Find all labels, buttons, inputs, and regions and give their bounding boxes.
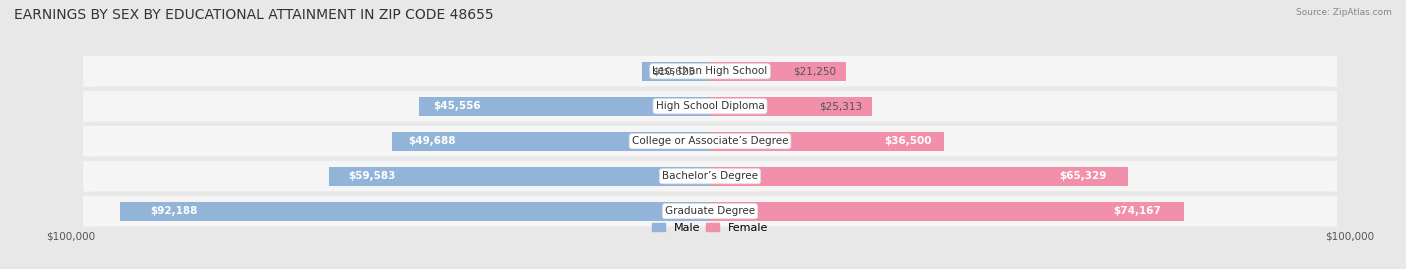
FancyBboxPatch shape (96, 126, 1324, 156)
Text: $45,556: $45,556 (433, 101, 481, 111)
Bar (121, 201, 710, 221)
Bar (710, 201, 1184, 221)
Text: Graduate Degree: Graduate Degree (665, 206, 755, 216)
Text: $10,625: $10,625 (651, 66, 695, 76)
Legend: Male, Female: Male, Female (647, 218, 773, 237)
Bar (710, 97, 872, 116)
Text: College or Associate’s Degree: College or Associate’s Degree (631, 136, 789, 146)
Text: $65,329: $65,329 (1060, 171, 1107, 181)
Text: $36,500: $36,500 (884, 136, 932, 146)
Bar (710, 167, 1128, 186)
Text: Bachelor’s Degree: Bachelor’s Degree (662, 171, 758, 181)
Bar (710, 132, 943, 151)
Text: $21,250: $21,250 (793, 66, 837, 76)
Text: Source: ZipAtlas.com: Source: ZipAtlas.com (1296, 8, 1392, 17)
Bar (419, 97, 710, 116)
Text: $25,313: $25,313 (820, 101, 862, 111)
FancyBboxPatch shape (83, 126, 1337, 157)
FancyBboxPatch shape (83, 161, 1337, 192)
FancyBboxPatch shape (96, 196, 1324, 226)
FancyBboxPatch shape (83, 56, 1337, 87)
Text: $74,167: $74,167 (1114, 206, 1161, 216)
Bar (643, 62, 710, 81)
Text: Less than High School: Less than High School (652, 66, 768, 76)
Text: $92,188: $92,188 (150, 206, 197, 216)
Bar (329, 167, 710, 186)
FancyBboxPatch shape (83, 196, 1337, 226)
Text: EARNINGS BY SEX BY EDUCATIONAL ATTAINMENT IN ZIP CODE 48655: EARNINGS BY SEX BY EDUCATIONAL ATTAINMEN… (14, 8, 494, 22)
Bar (710, 62, 846, 81)
Text: High School Diploma: High School Diploma (655, 101, 765, 111)
Text: $59,583: $59,583 (347, 171, 395, 181)
Text: $49,688: $49,688 (408, 136, 456, 146)
FancyBboxPatch shape (96, 161, 1324, 191)
Bar (392, 132, 710, 151)
FancyBboxPatch shape (83, 91, 1337, 122)
FancyBboxPatch shape (96, 91, 1324, 121)
FancyBboxPatch shape (96, 56, 1324, 86)
